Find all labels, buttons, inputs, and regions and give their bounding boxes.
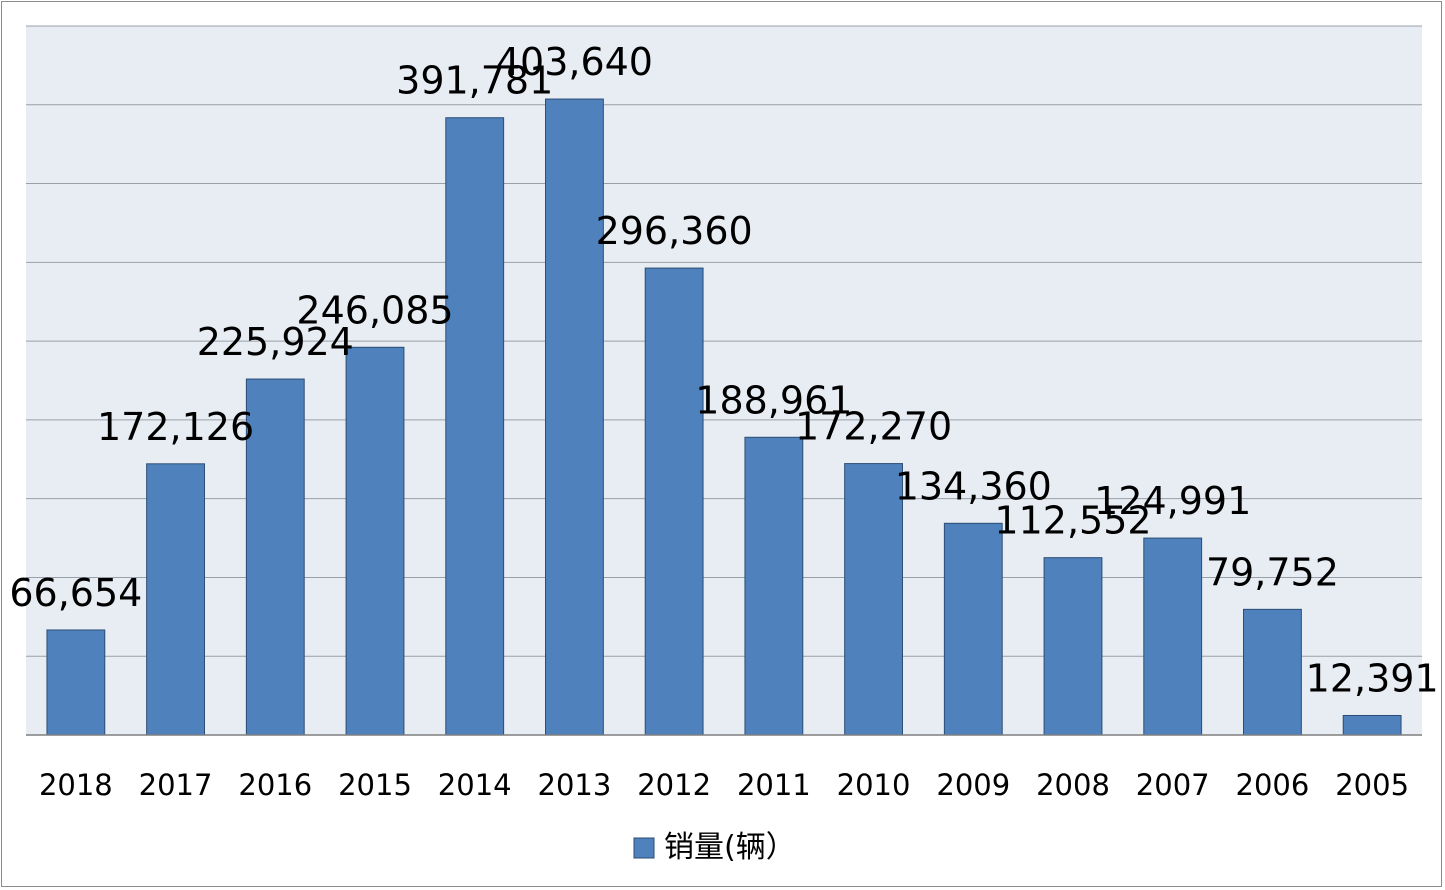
bar-2012	[644, 267, 704, 736]
data-label-2005: 12,391	[1306, 656, 1439, 700]
x-tick-label-2010: 2010	[837, 768, 911, 802]
bar-2014	[445, 117, 505, 736]
x-tick-label-2013: 2013	[538, 768, 612, 802]
data-label-2013: 403,640	[496, 40, 653, 84]
legend: 销量(辆）	[633, 830, 796, 865]
data-label-2008: 112,552	[994, 499, 1151, 543]
bar-2015	[345, 346, 405, 736]
data-label-2007: 124,991	[1094, 479, 1251, 523]
data-label-2012: 296,360	[596, 209, 753, 253]
x-tick-label-2014: 2014	[438, 768, 512, 802]
x-axis-tick-labels: 2018 2017 2016 2015 2014 2013 2012 2011 2010 2009…	[39, 768, 1409, 802]
data-label-2014: 391,781	[396, 59, 553, 103]
data-label-2018: 66,654	[9, 571, 142, 615]
bar-2010	[844, 463, 903, 736]
bar-2018	[46, 629, 106, 736]
data-label-2015: 246,085	[296, 288, 453, 332]
x-tick-label-2008: 2008	[1036, 768, 1110, 802]
x-tick-label-2015: 2015	[338, 768, 412, 802]
data-label-2016: 225,924	[197, 320, 354, 364]
x-tick-label-2007: 2007	[1136, 768, 1210, 802]
legend-swatch	[633, 837, 655, 859]
x-tick-label-2016: 2016	[238, 768, 312, 802]
bar-2017	[146, 463, 205, 736]
bar-2007	[1143, 537, 1203, 736]
x-tick-label-2012: 2012	[637, 768, 711, 802]
bar-2006	[1243, 608, 1302, 736]
x-tick-label-2017: 2017	[139, 768, 213, 802]
legend-label: 销量(辆）	[664, 830, 796, 865]
data-label-2006: 79,752	[1206, 550, 1339, 594]
x-tick-label-2018: 2018	[39, 768, 113, 802]
x-tick-label-2006: 2006	[1236, 768, 1310, 802]
data-label-2011: 188,961	[695, 378, 852, 422]
bar-2016	[245, 378, 305, 736]
data-label-2009: 134,360	[895, 464, 1052, 508]
bar-2009	[943, 522, 1003, 736]
data-label-2010: 172,270	[795, 405, 952, 449]
bar-2013	[545, 98, 604, 736]
x-tick-label-2005: 2005	[1335, 768, 1409, 802]
data-label-2017: 172,126	[97, 405, 254, 449]
x-tick-label-2009: 2009	[936, 768, 1010, 802]
bar-2011	[744, 436, 804, 736]
bar-2005	[1342, 714, 1402, 736]
bars	[46, 98, 1402, 736]
bar-2008	[1043, 557, 1103, 736]
x-tick-label-2011: 2011	[737, 768, 811, 802]
